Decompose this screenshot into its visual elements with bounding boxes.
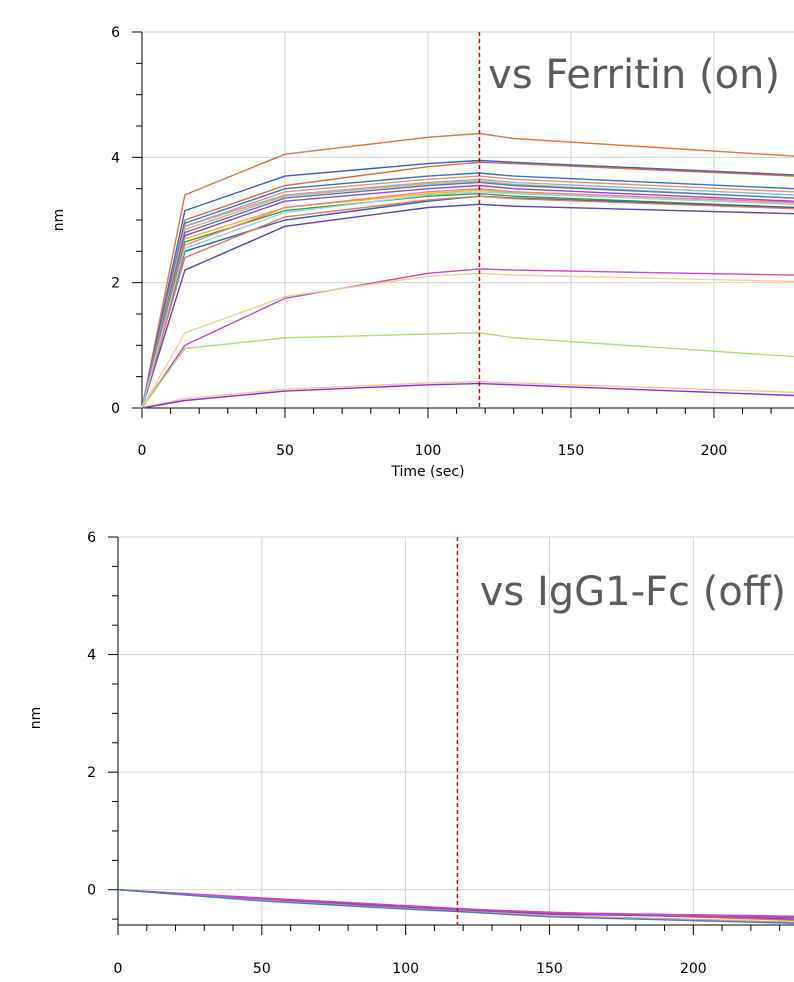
series-line	[141, 189, 794, 409]
series-line	[141, 178, 794, 409]
y-tick-label: 4	[111, 150, 120, 166]
igg1-fc-binding-panel: 0 50 100 150 200 0 2 4 6 nm vs IgG1-Fc (off)	[28, 530, 794, 977]
x-tick-label: 0	[138, 443, 147, 459]
series-line	[117, 889, 794, 919]
y-tick-label: 0	[111, 401, 120, 417]
series-line	[141, 181, 794, 409]
series-line	[141, 161, 794, 409]
series-line	[141, 332, 794, 409]
x-tick-label: 150	[558, 443, 585, 459]
x-tick-label: 200	[680, 961, 707, 977]
series-line	[141, 172, 794, 409]
x-tick-label: 100	[392, 961, 419, 977]
x-tick-label: 150	[536, 961, 563, 977]
ferritin-binding-panel: 0 50 100 150 200 0 2 4 6 Time (sec) nm vs Ferritin …	[51, 25, 794, 480]
y-axis-title: nm	[28, 707, 44, 730]
panel-annotation: vs IgG1-Fc (off)	[480, 569, 786, 615]
series-line	[141, 191, 794, 409]
y-tick-label: 6	[87, 530, 96, 546]
x-tick-label: 100	[415, 443, 442, 459]
x-tick-label: 50	[276, 443, 294, 459]
series-line	[141, 380, 794, 409]
series-line	[141, 192, 794, 409]
y-tick-label: 4	[87, 648, 96, 664]
series-line	[141, 180, 794, 409]
series-line	[141, 132, 794, 409]
x-tick-label: 200	[701, 443, 728, 459]
series-line	[141, 159, 794, 409]
series-line	[117, 889, 794, 917]
y-tick-label: 6	[111, 25, 120, 41]
x-tick-label: 50	[253, 961, 271, 977]
series-line	[141, 268, 794, 409]
y-tick-label: 0	[87, 883, 96, 899]
series-line	[141, 203, 794, 409]
series-line	[141, 272, 794, 409]
y-axis-title: nm	[51, 209, 67, 232]
series-line	[117, 889, 794, 924]
series-line	[141, 184, 794, 409]
series-line	[141, 187, 794, 409]
panel-annotation: vs Ferritin (on)	[488, 52, 780, 98]
y-tick-label: 2	[111, 276, 120, 292]
y-tick-label: 2	[87, 765, 96, 781]
series-line	[141, 382, 794, 409]
x-tick-label: 0	[114, 961, 123, 977]
x-axis-title: Time (sec)	[390, 464, 464, 480]
series-line	[141, 195, 794, 409]
